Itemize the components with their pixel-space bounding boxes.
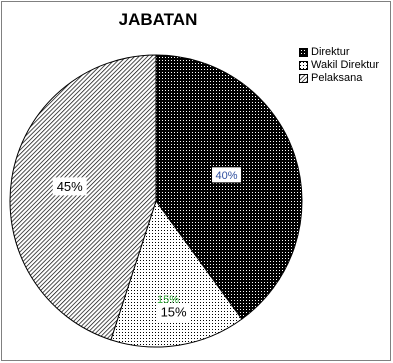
chart-title: JABATAN (118, 10, 198, 29)
legend-item-wakil-direktur: Wakil Direktur (299, 59, 379, 72)
legend-swatch-wakil-direktur (299, 61, 308, 70)
chart-legend: Direktur Wakil Direktur Pelaksana (299, 46, 379, 85)
pie-slice-wakil-direktur (110, 199, 243, 348)
legend-item-pelaksana: Pelaksana (299, 72, 379, 85)
legend-item-direktur: Direktur (299, 46, 379, 59)
pie-slice-pelaksana (9, 54, 157, 341)
svg-text:15%: 15% (161, 305, 187, 320)
pie-slice-direktur (155, 54, 303, 320)
ghost-slice-label: 15% (157, 294, 179, 306)
svg-text:40%: 40% (216, 170, 238, 182)
legend-swatch-pelaksana (299, 74, 308, 83)
legend-label-pelaksana: Pelaksana (311, 72, 363, 84)
legend-label-direktur: Direktur (311, 46, 350, 58)
slice-label-direktur: 40% (211, 166, 243, 184)
legend-label-wakil-direktur: Wakil Direktur (311, 59, 380, 71)
slice-label-wakil-direktur: 15% (156, 303, 191, 322)
svg-text:45%: 45% (57, 179, 83, 194)
slice-label-pelaksana: 45% (52, 177, 87, 196)
legend-swatch-direktur (299, 48, 308, 57)
